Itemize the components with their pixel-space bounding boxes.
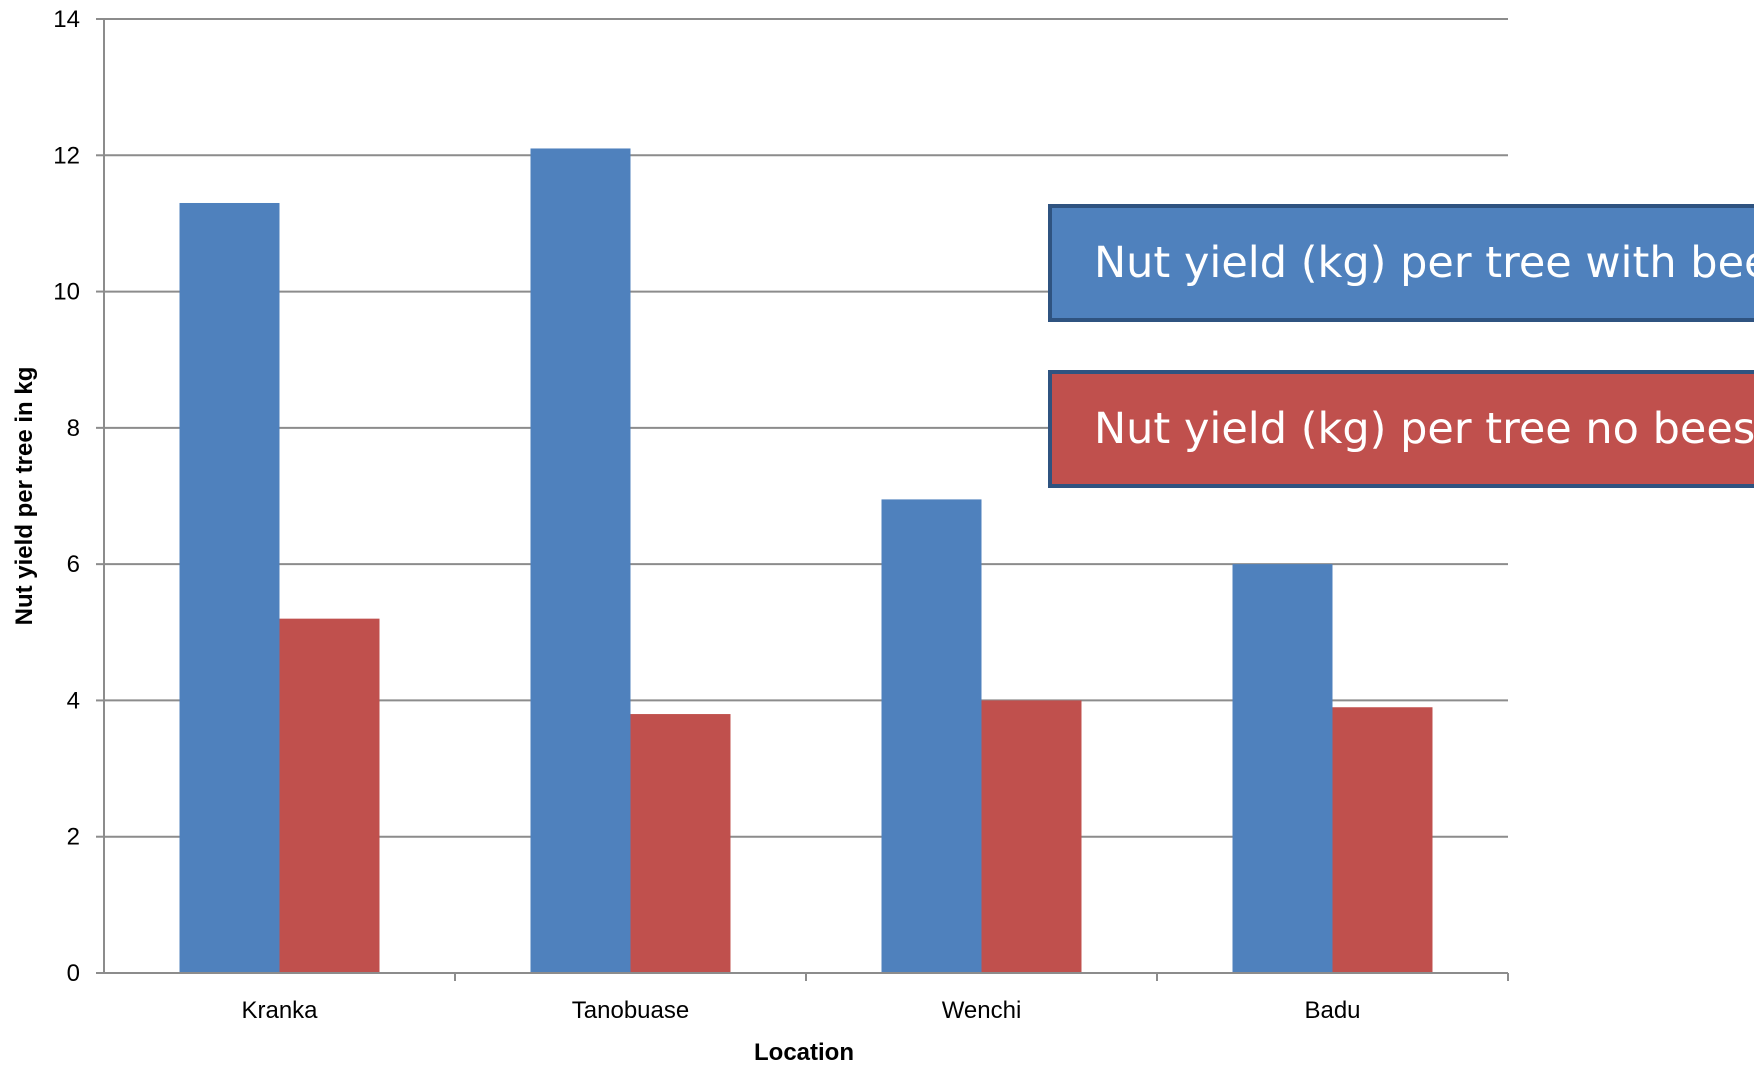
- y-tick-label: 6: [67, 551, 80, 578]
- y-tick-label: 4: [67, 687, 80, 714]
- legend-label-with-bees: Nut yield (kg) per tree with bees: [1094, 238, 1754, 288]
- x-tick-label: Wenchi: [942, 997, 1022, 1024]
- bar-no-bees: [279, 618, 380, 973]
- bar-no-bees: [1332, 707, 1433, 973]
- legend-item-no-bees: Nut yield (kg) per tree no bees: [1048, 370, 1754, 488]
- x-axis-title: Location: [754, 1039, 854, 1064]
- y-tick-label: 12: [53, 142, 80, 169]
- bar-with-bees: [1232, 564, 1333, 973]
- y-tick-label: 14: [53, 6, 80, 33]
- legend-item-with-bees: Nut yield (kg) per tree with bees: [1048, 204, 1754, 322]
- x-tick-label: Tanobuase: [572, 997, 689, 1024]
- bar-no-bees: [981, 700, 1082, 973]
- bar-with-bees: [530, 148, 631, 973]
- x-tick-label: Kranka: [241, 997, 318, 1024]
- bar-with-bees: [881, 499, 982, 973]
- bar-no-bees: [630, 714, 731, 973]
- y-tick-label: 10: [53, 279, 80, 306]
- legend-label-no-bees: Nut yield (kg) per tree no bees: [1094, 404, 1754, 454]
- y-axis-title: Nut yield per tree in kg: [11, 367, 38, 626]
- y-tick-label: 0: [67, 960, 80, 987]
- bar-with-bees: [179, 202, 280, 973]
- x-tick-label: Badu: [1304, 997, 1360, 1024]
- y-tick-label: 8: [67, 415, 80, 442]
- y-tick-label: 2: [67, 824, 80, 851]
